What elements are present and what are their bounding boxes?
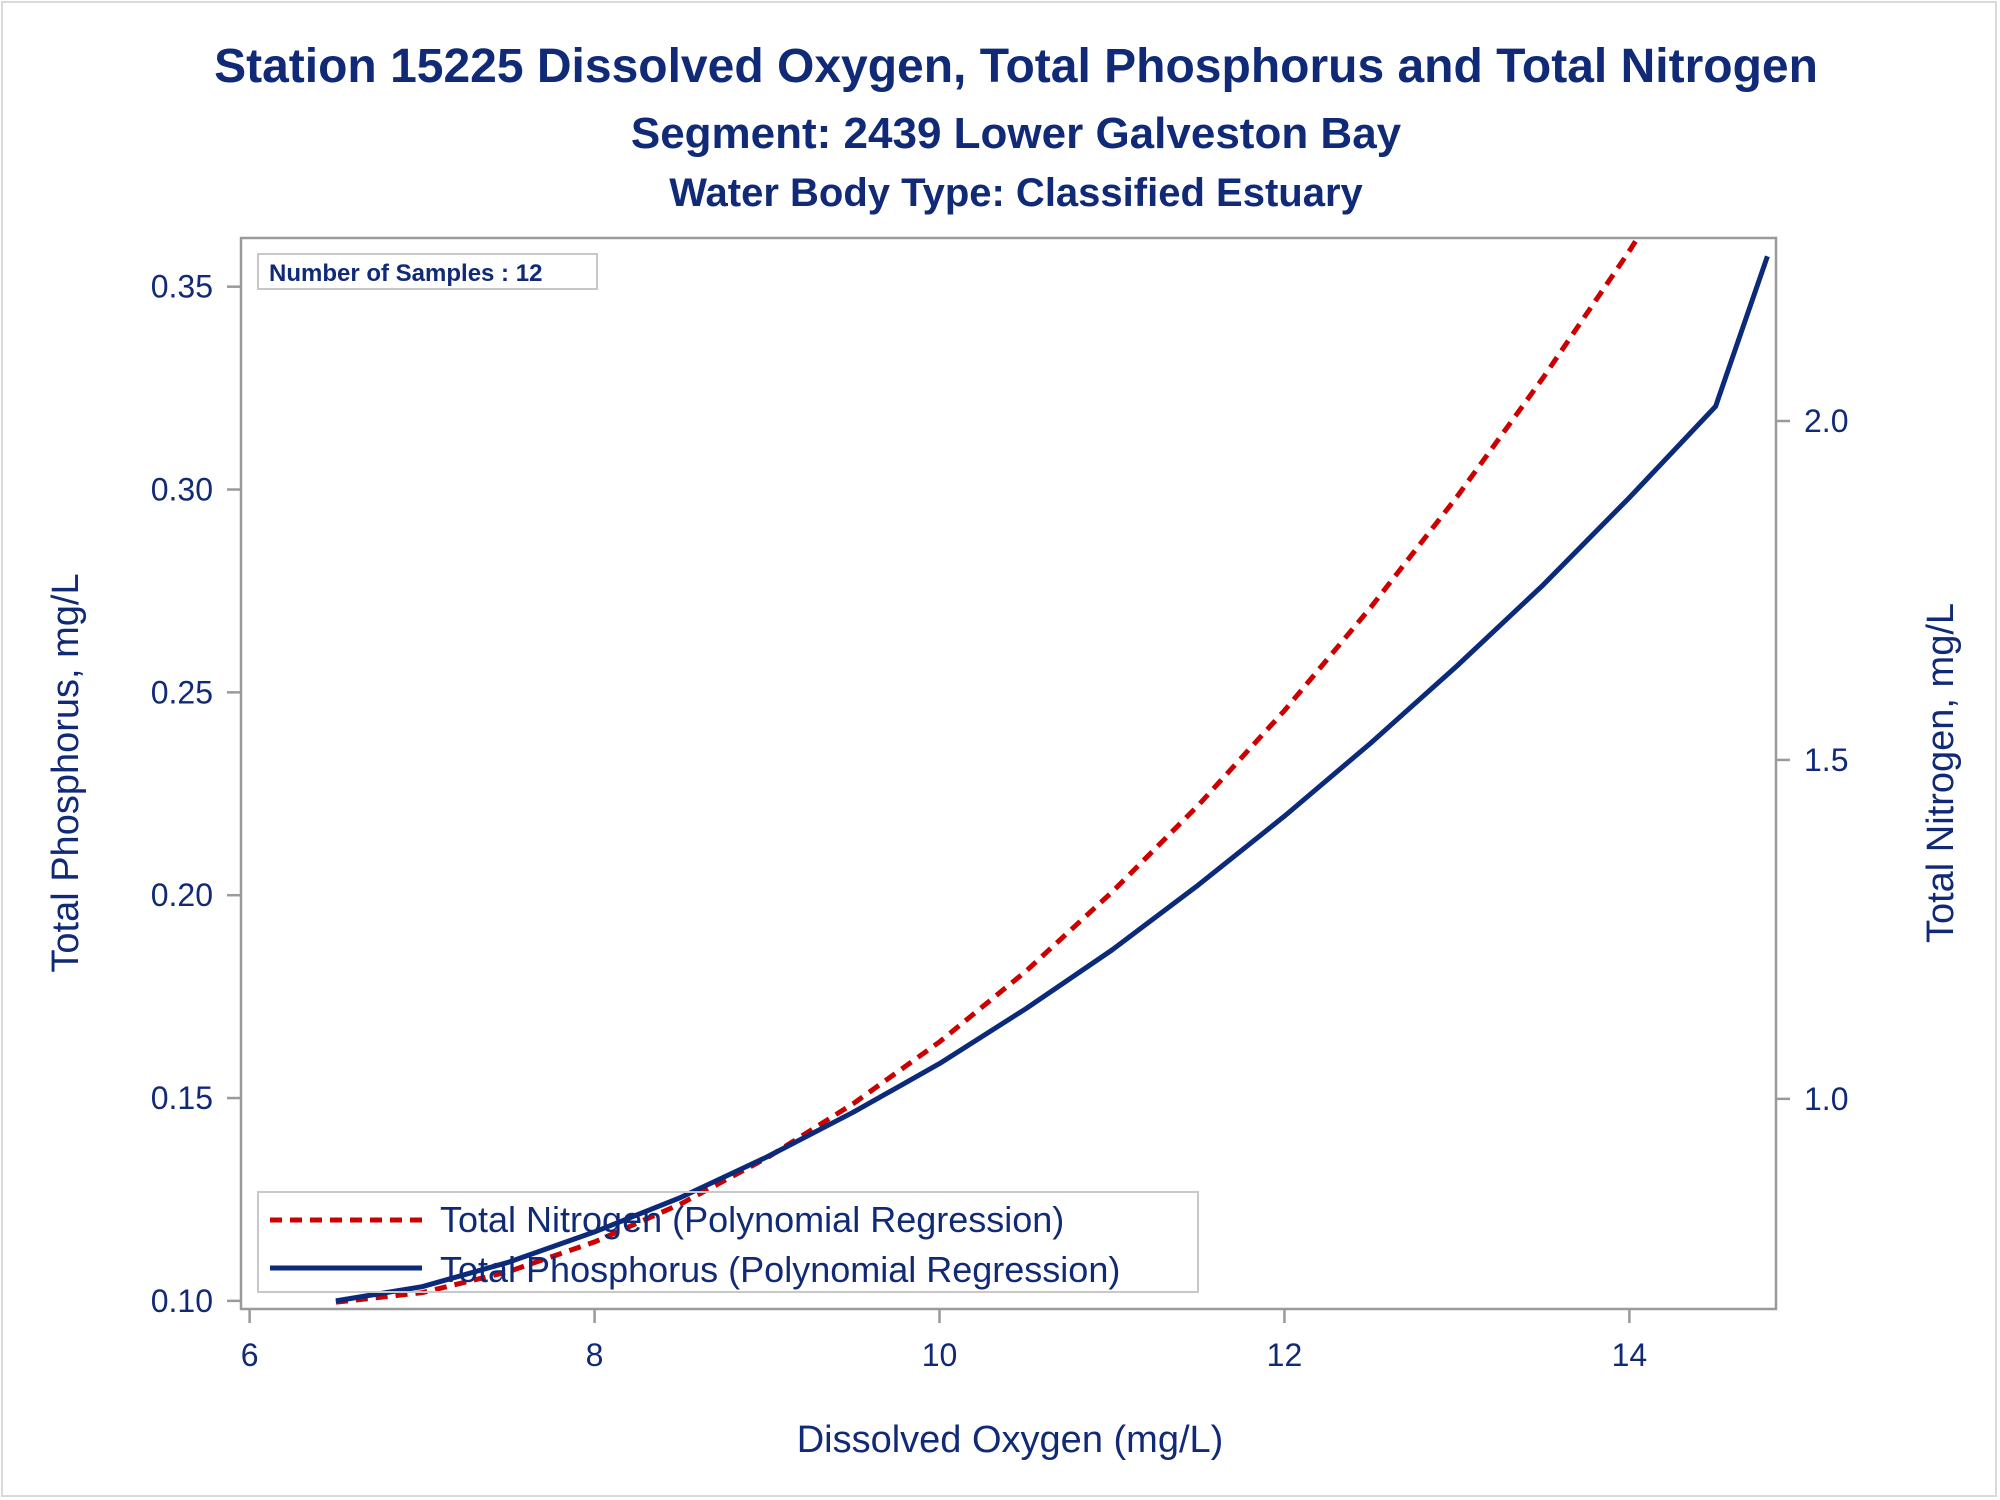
y-axis-left: 0.10 0.15 0.20 0.25 0.30 0.35: [151, 269, 241, 1319]
x-tick-label: 10: [922, 1337, 958, 1373]
y-axis-label: Total Phosphorus, mg/L: [45, 573, 87, 972]
y-tick-label: 0.10: [151, 1283, 213, 1319]
sample-count-inset: Number of Samples : 12: [257, 253, 598, 290]
y2-axis-label: Total Nitrogen, mg/L: [1920, 603, 1962, 943]
x-axis-label: Dissolved Oxygen (mg/L): [797, 1419, 1224, 1461]
y-tick-label: 0.25: [151, 674, 213, 710]
y-tick-label: 0.20: [151, 877, 213, 913]
chart-title: Station 15225 Dissolved Oxygen, Total Ph…: [214, 40, 1818, 93]
series-layer: [335, 238, 1770, 1305]
y2-tick-label: 2.0: [1804, 403, 1848, 439]
plot-area: [239, 236, 1778, 1311]
x-tick-label: 12: [1267, 1337, 1303, 1373]
x-tick-label: 14: [1612, 1337, 1648, 1373]
legend-box: [257, 1191, 1199, 1293]
y2-tick-label: 1.5: [1804, 742, 1848, 778]
inset-label: Number of Samples : 12: [269, 260, 542, 287]
y2-tick-label: 1.0: [1804, 1081, 1848, 1117]
chart-subtitle-2: Water Body Type: Classified Estuary: [669, 171, 1363, 215]
y-axis-right: 1.0 1.5 2.0: [1776, 403, 1848, 1117]
y-tick-label: 0.35: [151, 269, 213, 305]
x-tick-label: 6: [241, 1337, 259, 1373]
chart-subtitle: Segment: 2439 Lower Galveston Bay: [631, 109, 1402, 158]
nitrogen-regression-line: [335, 238, 1641, 1305]
legend: Total Nitrogen (Polynomial Regression) T…: [257, 1191, 1199, 1293]
y-tick-label: 0.15: [151, 1080, 213, 1116]
legend-label-phosphorus: Total Phosphorus (Polynomial Regression): [440, 1249, 1120, 1290]
x-tick-label: 8: [586, 1337, 604, 1373]
x-axis: 6 8 10 12 14: [241, 1309, 1647, 1373]
y-tick-label: 0.30: [151, 472, 213, 508]
inset-box: [257, 253, 598, 290]
legend-label-nitrogen: Total Nitrogen (Polynomial Regression): [440, 1199, 1064, 1240]
phosphorus-regression-line: [335, 255, 1770, 1304]
